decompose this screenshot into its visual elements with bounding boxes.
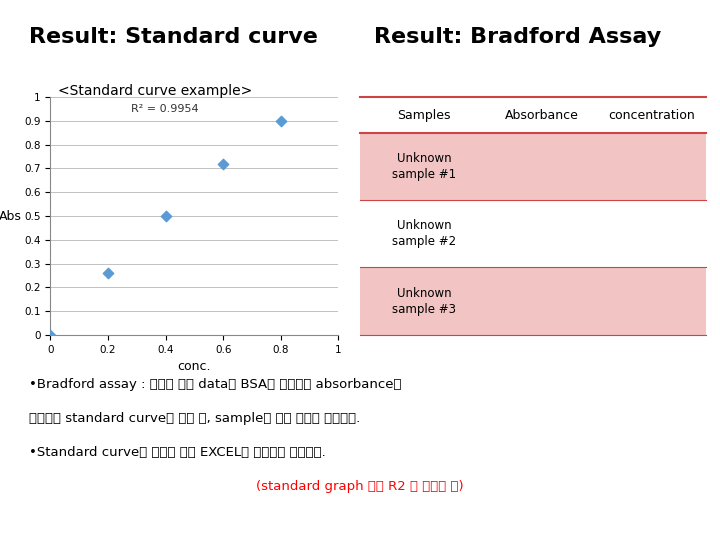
Point	[102, 269, 114, 278]
Text: R² = 0.9954: R² = 0.9954	[131, 104, 199, 114]
Text: Unknown
sample #3: Unknown sample #3	[392, 287, 456, 316]
Point	[160, 212, 171, 220]
Text: •Bradford assay : 결과에 대한 data는 BSA의 농도별로 absorbance를: •Bradford assay : 결과에 대한 data는 BSA의 농도별로…	[29, 378, 401, 391]
Point	[275, 117, 287, 125]
Text: Absorbance: Absorbance	[505, 109, 580, 122]
Text: Unknown
sample #2: Unknown sample #2	[392, 219, 456, 248]
Text: concentration: concentration	[608, 109, 695, 122]
Text: •Standard curve는 편의를 위해 EXCEL을 사용하여 그립니다.: •Standard curve는 편의를 위해 EXCEL을 사용하여 그립니다…	[29, 446, 325, 459]
Text: <Standard curve example>: <Standard curve example>	[58, 84, 252, 98]
Y-axis label: Abs: Abs	[0, 210, 22, 222]
Bar	[360, 133, 706, 200]
Bar	[360, 267, 706, 335]
Text: Samples: Samples	[397, 109, 451, 122]
X-axis label: conc.: conc.	[178, 360, 211, 373]
Text: 구한다음 standard curve를 그린 후, sample에 대한 농도를 구하세요.: 구한다음 standard curve를 그린 후, sample에 대한 농도…	[29, 412, 360, 425]
Point	[217, 159, 229, 168]
Point	[45, 330, 56, 339]
Text: Unknown
sample #1: Unknown sample #1	[392, 152, 456, 181]
Text: Result: Bradford Assay: Result: Bradford Assay	[374, 27, 662, 47]
Bar	[360, 200, 706, 267]
Text: (standard graph 식과 R2 값 표시할 것): (standard graph 식과 R2 값 표시할 것)	[256, 480, 464, 493]
Text: Result: Standard curve: Result: Standard curve	[29, 27, 318, 47]
